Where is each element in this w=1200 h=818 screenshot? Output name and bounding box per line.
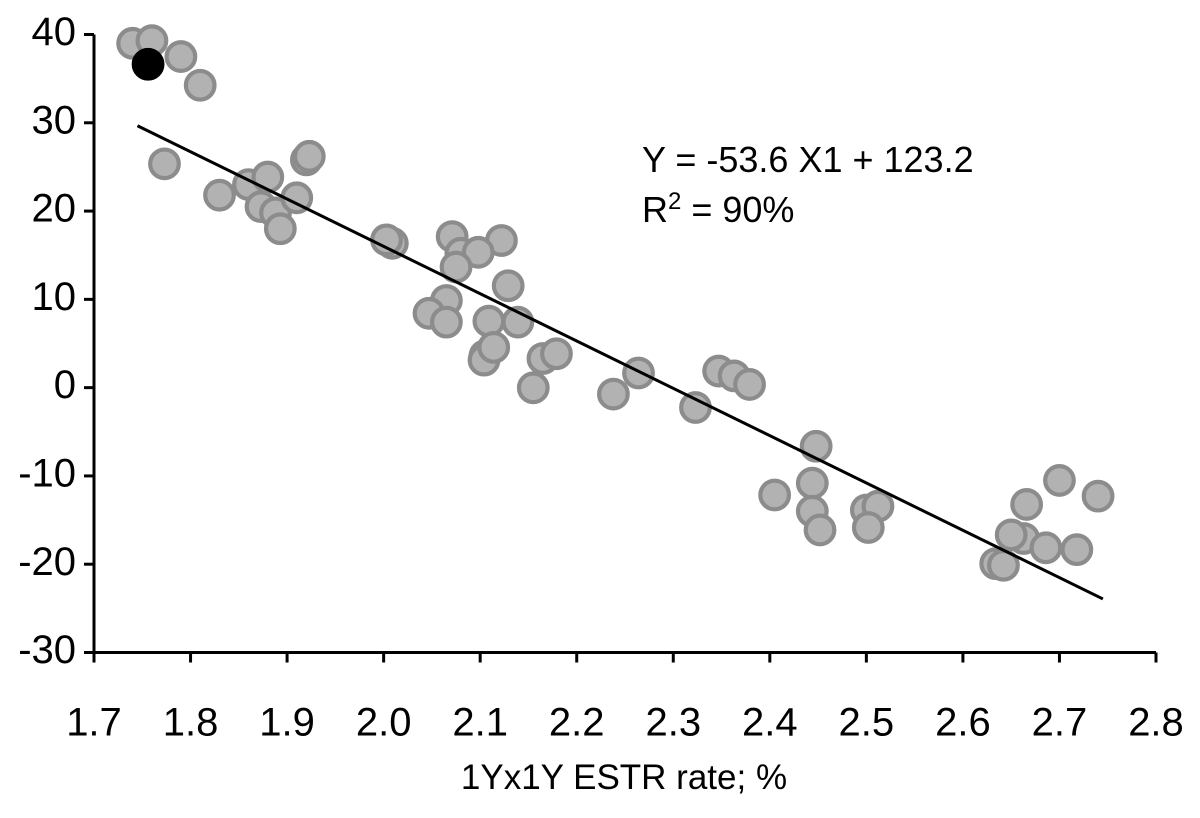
svg-text:2.6: 2.6 (935, 701, 991, 745)
svg-text:-20: -20 (18, 540, 76, 584)
svg-text:0: 0 (54, 363, 76, 407)
svg-text:2.7: 2.7 (1032, 701, 1088, 745)
svg-text:2.0: 2.0 (356, 701, 412, 745)
svg-text:40: 40 (32, 10, 77, 54)
svg-text:2.4: 2.4 (742, 701, 798, 745)
svg-text:1Yx1Y ESTR rate; %: 1Yx1Y ESTR rate; % (461, 758, 787, 797)
svg-text:10: 10 (32, 275, 77, 319)
svg-text:-10: -10 (18, 451, 76, 495)
svg-text:Y = -53.6 X1 + 123.2: Y = -53.6 X1 + 123.2 (642, 139, 974, 180)
svg-text:20: 20 (32, 187, 77, 231)
svg-text:1.8: 1.8 (163, 701, 219, 745)
svg-text:2.3: 2.3 (645, 701, 701, 745)
svg-text:-30: -30 (18, 628, 76, 672)
svg-text:1.7: 1.7 (66, 701, 122, 745)
svg-text:1.9: 1.9 (259, 701, 315, 745)
svg-text:R2 = 90%: R2 = 90% (642, 188, 794, 231)
svg-text:2.5: 2.5 (839, 701, 895, 745)
svg-text:30: 30 (32, 98, 77, 142)
svg-text:2.8: 2.8 (1128, 701, 1184, 745)
svg-text:2.1: 2.1 (452, 701, 508, 745)
svg-text:2.2: 2.2 (549, 701, 605, 745)
